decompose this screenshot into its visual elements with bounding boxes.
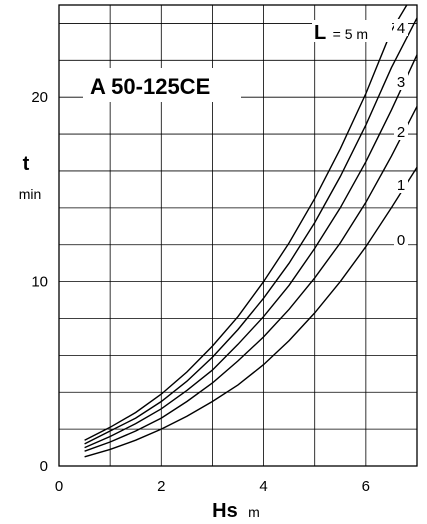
curve-label-4: 4 [397, 20, 405, 37]
title-backdrop [83, 68, 241, 102]
y-axis-unit: min [19, 186, 42, 202]
legend: L = 5 m [314, 22, 368, 44]
y-tick-label: 20 [31, 89, 48, 106]
x-tick-label: 6 [362, 478, 370, 495]
series-line-0 [84, 166, 418, 458]
y-tick-label: 10 [31, 274, 48, 291]
curve-label-3: 3 [397, 74, 405, 91]
curve-label-2: 2 [397, 124, 405, 141]
legend-text: = 5 m [333, 26, 368, 42]
x-axis-label: Hs [212, 500, 238, 522]
x-axis-title: Hs m [212, 500, 260, 522]
series-line-1 [84, 106, 418, 452]
curve-label-1: 1 [397, 177, 405, 194]
legend-symbol: L [314, 22, 326, 44]
chart-title: A 50-125CE [90, 74, 210, 99]
series-line-2 [84, 54, 418, 449]
curve-label-0: 0 [397, 232, 405, 249]
curve-label-backdrop [394, 19, 408, 36]
y-axis-label: t [23, 153, 30, 175]
curve-label-backdrop [394, 231, 408, 248]
series-line-4 [84, 4, 408, 441]
x-axis-unit: m [248, 504, 260, 520]
x-tick-label: 4 [259, 478, 267, 495]
curve-label-backdrop [394, 176, 408, 193]
curve-label-backdrop [394, 73, 408, 90]
y-tick-label: 0 [40, 458, 48, 475]
series-line-3 [84, 17, 418, 445]
grid [59, 5, 417, 466]
x-tick-label: 2 [157, 478, 165, 495]
tick-labels: 0 2 4 6 0 10 20 [31, 89, 370, 495]
curve-label-backdrop [394, 123, 408, 140]
legend-backdrop [312, 20, 392, 42]
plot-frame [58, 4, 418, 467]
curves: 4 3 2 1 0 [84, 4, 418, 458]
x-tick-label: 0 [55, 478, 63, 495]
